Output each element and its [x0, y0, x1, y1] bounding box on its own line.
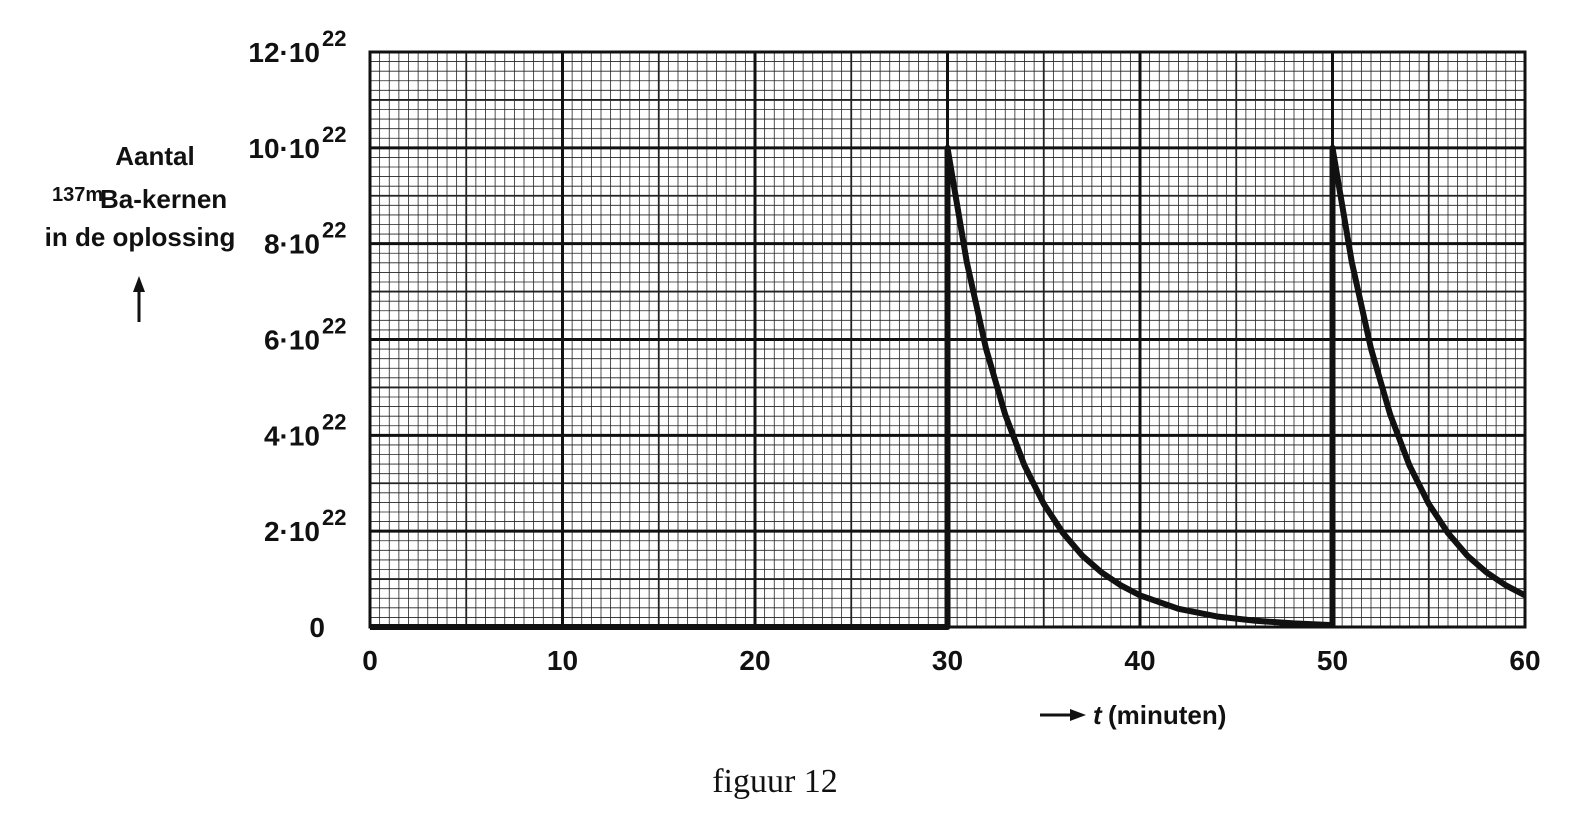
y-tick-label-exponent: 22	[322, 409, 346, 434]
x-tick-label: 20	[739, 645, 770, 676]
data-line	[370, 144, 1527, 630]
y-tick-label-base: 8·10	[264, 229, 320, 260]
y-axis-label: Aantal	[115, 141, 194, 171]
y-tick-label: 10·10	[248, 133, 320, 164]
y-tick-label-exponent: 22	[322, 218, 346, 243]
y-axis-label-superscript: 137m	[52, 184, 103, 206]
x-tick-label: 40	[1124, 645, 1155, 676]
y-tick-label: 12·10	[248, 37, 320, 68]
y-tick-label-base: 2·10	[264, 516, 320, 547]
x-tick-label: 60	[1509, 645, 1540, 676]
y-tick-label: 2·10	[264, 516, 320, 547]
y-tick-label-exponent: 22	[322, 314, 346, 339]
x-arrow	[1040, 709, 1086, 721]
y-tick-label: 6·10	[264, 325, 320, 356]
y-tick-label-exponent: 22	[322, 505, 346, 530]
y-arrow	[133, 276, 145, 322]
y-tick-label: 0	[309, 612, 325, 643]
y-tick-label-exponent: 22	[322, 26, 346, 51]
x-tick-label: 50	[1317, 645, 1348, 676]
x-axis-label-variable: t	[1093, 700, 1103, 730]
x-axis-label-unit: (minuten)	[1108, 700, 1226, 730]
y-tick-label-base: 10·10	[248, 133, 320, 164]
x-tick-label: 0	[362, 645, 378, 676]
y-tick-label: 8·10	[264, 229, 320, 260]
x-tick-label: 10	[547, 645, 578, 676]
y-tick-label-base: 4·10	[264, 420, 320, 451]
y-tick-label-base: 12·10	[248, 37, 320, 68]
x-tick-label: 30	[932, 645, 963, 676]
y-tick-label: 4·10	[264, 420, 320, 451]
caption: figuur 12	[712, 763, 838, 800]
y-axis-label: Ba-kernen	[100, 184, 227, 214]
y-tick-label-exponent: 22	[322, 122, 346, 147]
y-tick-label-base: 6·10	[264, 325, 320, 356]
y-axis-label: in de oplossing	[45, 222, 236, 252]
